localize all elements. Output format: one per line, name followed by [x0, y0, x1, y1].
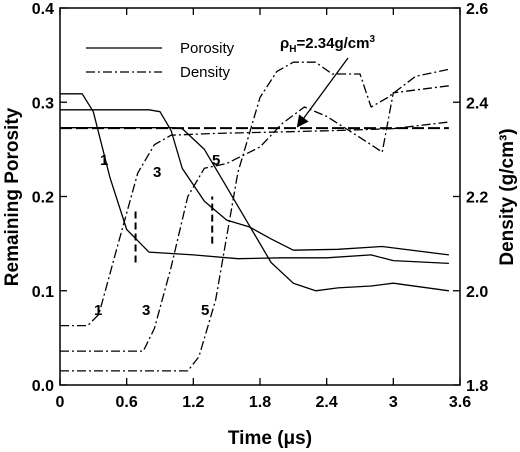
x-tick-label: 0: [56, 394, 65, 411]
x-tick-label: 1.2: [182, 394, 204, 411]
y2-tick-label: 2.0: [466, 284, 488, 301]
density-curve-5: [60, 61, 450, 372]
curve-labels: 1 3 5 1 3 5: [94, 152, 220, 319]
x-tick-label: 3: [389, 394, 398, 411]
density-curve-1: [60, 121, 449, 327]
legend-density-label: Density: [180, 64, 231, 81]
y2-tick-label: 2.4: [466, 95, 488, 112]
x-tick-label: 3.6: [449, 394, 471, 411]
porosity-curve-1: [60, 93, 449, 265]
reference-arrow: [296, 57, 349, 128]
y2-tick-label: 2.6: [466, 1, 488, 18]
legend-porosity-label: Porosity: [180, 40, 235, 57]
y2-tick-label: 2.2: [466, 190, 488, 207]
porosity-curve-5: [60, 127, 449, 292]
curve-label-density-5: 5: [201, 302, 209, 319]
y-tick-label: 0.2: [32, 190, 54, 207]
plot-frame: [59, 7, 461, 386]
curve-label-density-1: 1: [94, 302, 102, 319]
x-tick-label: 0.6: [116, 394, 138, 411]
y-tick-label: 0.4: [32, 1, 54, 18]
porosity-curve-3: [60, 109, 449, 256]
y-tick-label: 0.1: [32, 284, 54, 301]
y2-axis-title: Density (g/cm³): [497, 128, 518, 265]
y-tick-label: 0.0: [32, 378, 54, 395]
y2-tick-label: 1.8: [466, 378, 488, 395]
curve-label-density-3: 3: [142, 302, 150, 319]
x-axis-title: Time (μs): [228, 428, 312, 449]
curve-label-porosity-1: 1: [100, 152, 108, 169]
y-tick-label: 0.3: [32, 95, 54, 112]
x-tick-label: 1.8: [249, 394, 271, 411]
x-tick-label: 2.4: [316, 394, 338, 411]
y-axis-title: Remaining Porosity: [2, 107, 23, 286]
reference-density-label: ρH=2.34g/cm3: [280, 34, 375, 55]
curve-label-porosity-5: 5: [212, 152, 220, 169]
density-curve-3: [60, 85, 449, 352]
curve-label-porosity-3: 3: [153, 164, 161, 181]
reference-annotation: ρH=2.34g/cm3: [280, 34, 375, 128]
legend: Porosity Density: [86, 40, 235, 81]
